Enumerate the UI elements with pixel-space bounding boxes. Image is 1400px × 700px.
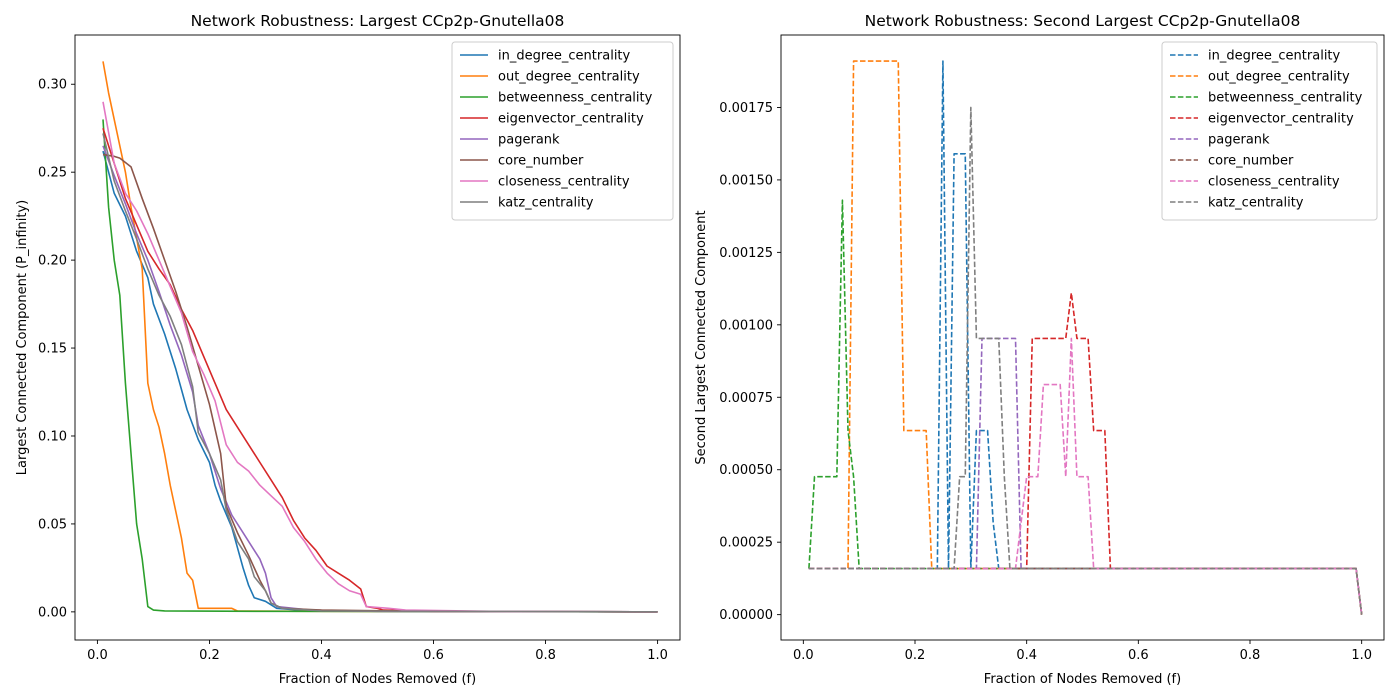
x-tick-label: 0.2	[905, 648, 926, 663]
series-line-katz_centrality	[808, 106, 1363, 615]
legend-label: pagerank	[498, 133, 560, 148]
legend-label: closeness_centrality	[498, 175, 630, 190]
y-tick-label: 0.00000	[719, 608, 773, 623]
y-tick-label: 0.05	[38, 517, 67, 532]
series-line-betweenness_centrality	[102, 119, 658, 613]
x-tick-label: 0.6	[1128, 648, 1149, 663]
chart-title: Network Robustness: Largest CCp2p-Gnutel…	[191, 12, 565, 30]
y-tick-label: 0.00125	[719, 246, 773, 261]
legend-label: betweenness_centrality	[1208, 91, 1363, 106]
y-tick-label: 0.00175	[719, 101, 773, 116]
y-tick-label: 0.00075	[719, 391, 773, 406]
x-tick-label: 0.0	[793, 648, 814, 663]
plot-frame	[74, 34, 681, 641]
x-axis-label: Fraction of Nodes Removed (f)	[279, 672, 476, 687]
y-tick-label: 0.20	[38, 254, 67, 269]
y-tick-label: 0.00100	[719, 318, 773, 333]
legend-label: out_degree_centrality	[1208, 70, 1350, 85]
legend-label: in_degree_centrality	[1208, 49, 1341, 64]
x-axis-label: Fraction of Nodes Removed (f)	[984, 672, 1181, 687]
y-axis-label: Largest Connected Component (P_infinity)	[15, 200, 30, 475]
series-line-core_number	[808, 567, 1363, 615]
legend-label: in_degree_centrality	[498, 49, 631, 64]
chart-panel-1: 0.0 0.2 0.4 0.6 0.8 1.0 0.00 0.05 0.10 0.15 0.20 0.…	[15, 12, 681, 687]
x-tick-label: 0.4	[1016, 648, 1037, 663]
legend-label: betweenness_centrality	[498, 91, 653, 106]
series-line-betweenness_centrality	[808, 199, 1363, 615]
legend: in_degree_centrality out_degree_centralit…	[451, 41, 674, 221]
x-tick-label: 0.6	[423, 648, 444, 663]
x-tick-label: 0.2	[199, 648, 220, 663]
y-tick-label: 0.25	[38, 166, 67, 181]
y-tick-label: 0.00150	[719, 173, 773, 188]
x-tick-label: 1.0	[647, 648, 668, 663]
chart-title: Network Robustness: Second Largest CCp2p…	[865, 12, 1301, 30]
series-line-closeness_centrality	[102, 101, 658, 613]
series-line-out_degree_centrality	[808, 60, 1363, 615]
series-line-eigenvector_centrality	[102, 127, 658, 613]
x-tick-label: 0.8	[535, 648, 556, 663]
series-line-core_number	[102, 153, 658, 613]
y-tick-label: 0.10	[38, 429, 67, 444]
series-line-pagerank	[102, 145, 658, 613]
legend-label: katz_centrality	[498, 196, 594, 211]
chart-panel-2: 0.0 0.2 0.4 0.6 0.8 1.0 0.00000 0.00025 0.00050 0…	[694, 12, 1385, 687]
y-tick-label: 0.00025	[719, 536, 773, 551]
legend-label: closeness_centrality	[1208, 175, 1340, 190]
legend-label: eigenvector_centrality	[1208, 112, 1354, 127]
x-tick-label: 0.8	[1240, 648, 1261, 663]
legend-label: core_number	[498, 154, 584, 169]
legend: in_degree_centrality out_degree_centralit…	[1161, 41, 1378, 221]
y-axis-label: Second Largest Connected Component	[694, 210, 709, 464]
series-line-katz_centrality	[102, 133, 658, 613]
series-line-closeness_centrality	[808, 337, 1363, 615]
y-tick-label: 0.15	[38, 342, 67, 357]
x-tick-label: 0.4	[311, 648, 332, 663]
legend-label: eigenvector_centrality	[498, 112, 644, 127]
plot-frame	[780, 34, 1385, 641]
legend-label: pagerank	[1208, 133, 1270, 148]
y-tick-label: 0.00050	[719, 463, 773, 478]
x-tick-label: 0.0	[87, 648, 108, 663]
legend-box	[451, 41, 674, 221]
legend-label: core_number	[1208, 154, 1294, 169]
legend-label: out_degree_centrality	[498, 70, 640, 85]
series-line-eigenvector_centrality	[808, 292, 1363, 615]
y-tick-label: 0.00	[38, 605, 67, 620]
legend-box	[1161, 41, 1378, 221]
series-line-out_degree_centrality	[102, 61, 658, 613]
series-line-pagerank	[808, 337, 1363, 615]
x-tick-label: 1.0	[1351, 648, 1372, 663]
y-tick-label: 0.30	[38, 78, 67, 93]
legend-label: katz_centrality	[1208, 196, 1304, 211]
